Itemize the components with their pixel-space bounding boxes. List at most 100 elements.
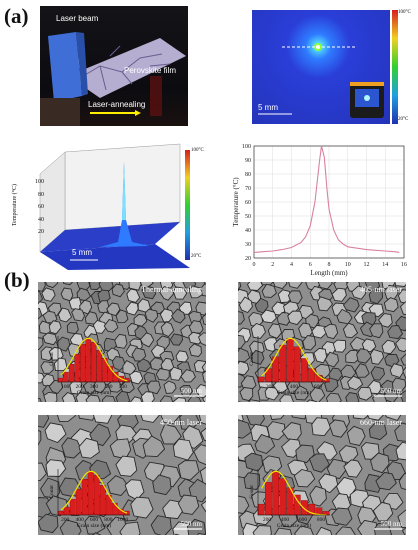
grain xyxy=(375,471,397,491)
grain xyxy=(354,363,370,378)
grain xyxy=(261,283,277,298)
histogram-x-label: Grain size (nm) xyxy=(77,522,112,529)
x-axis-label: Length (mm) xyxy=(310,269,348,277)
histogram-x-tick: 200 xyxy=(75,384,84,390)
histogram-bar xyxy=(68,363,75,383)
histogram-axes xyxy=(57,336,130,383)
grain xyxy=(37,513,59,534)
profile-chart-svg: 0 2 4 6 8 10 12 14 16 20 30 40 50 60 70 80 90 100 Length (… xyxy=(232,144,407,277)
grain xyxy=(318,473,339,494)
sem-panel-title: 405-nm laser xyxy=(360,285,402,294)
histogram-bar xyxy=(111,502,118,516)
histogram-bar xyxy=(80,344,86,383)
grain xyxy=(266,421,286,441)
histogram-bar xyxy=(57,510,64,516)
histogram-x-label: Grain size (nm) xyxy=(277,522,312,529)
thermal-map: 5 mm xyxy=(252,10,390,124)
grain xyxy=(119,380,135,394)
thermal-scale-label: 5 mm xyxy=(258,103,278,112)
histogram-bar xyxy=(91,342,97,383)
grain xyxy=(357,386,373,401)
thermal-map-overlay xyxy=(258,43,384,118)
surface-min-label: 20°C xyxy=(191,254,202,259)
laser-annealing-photo: Laser beam Perovskite film Laser-anneali… xyxy=(40,6,188,126)
grain xyxy=(40,361,54,374)
grain xyxy=(254,434,276,455)
grain xyxy=(78,437,100,459)
grain xyxy=(238,296,253,314)
histogram-bar xyxy=(301,358,308,383)
surface-3d-svg xyxy=(39,143,190,270)
y-tick-label: 90 xyxy=(245,158,251,164)
grain xyxy=(387,325,404,340)
grain xyxy=(44,422,67,444)
sem-panel-title: 660-nm laser xyxy=(360,418,402,427)
grain xyxy=(383,297,399,313)
grain xyxy=(163,380,177,394)
histogram-fit-curve xyxy=(60,470,128,514)
laser-beam-label: Laser beam xyxy=(56,14,99,23)
grain xyxy=(152,474,172,496)
laser-photo-illustration xyxy=(40,32,186,126)
grain xyxy=(369,323,384,339)
grain xyxy=(302,335,317,351)
histogram-x-label: Grain size (nm) xyxy=(277,389,312,396)
surface-scale-label: 5 mm xyxy=(72,248,92,257)
histogram-x-tick: 1000 xyxy=(117,517,128,523)
thermal-min-label: 20°C xyxy=(398,117,409,122)
grain xyxy=(309,485,327,507)
grain xyxy=(175,350,189,363)
y-tick-label: 40 xyxy=(245,228,251,234)
histogram-bar xyxy=(63,371,69,383)
grain xyxy=(267,323,282,339)
y-axis-label: Temperature (°C) xyxy=(232,177,240,227)
grain xyxy=(287,310,303,326)
grain xyxy=(114,333,128,349)
y-tick-label: 70 xyxy=(245,186,251,192)
grain xyxy=(308,453,330,473)
grain xyxy=(144,308,159,323)
grain xyxy=(381,339,397,355)
grain xyxy=(323,323,339,340)
grain xyxy=(136,358,152,373)
x-tick-label: 2 xyxy=(271,262,274,268)
histogram-x-tick: 400 xyxy=(75,517,84,523)
scale-bar-label: 500 nm xyxy=(181,387,203,395)
histogram-bar xyxy=(99,485,106,516)
grain xyxy=(250,349,265,365)
plot-frame xyxy=(253,145,405,259)
perovskite-film-label: Perovskite film xyxy=(124,66,177,75)
histogram-y-label: Count xyxy=(49,352,55,366)
series-line-temperature xyxy=(253,145,400,253)
grain xyxy=(92,319,107,334)
laser-annealing-label: Laser-annealing xyxy=(88,100,146,109)
grain xyxy=(188,285,204,299)
histogram-bar xyxy=(63,506,70,516)
thermal-max-label: 100°C xyxy=(398,10,411,15)
histogram-bar xyxy=(257,376,265,383)
grain xyxy=(326,458,348,479)
histogram-x-tick: 400 xyxy=(104,384,113,390)
scale-bar-label: 500 nm xyxy=(181,520,203,528)
grain xyxy=(172,438,194,461)
sem-image: 200 400 600 800 Grain size (nm) Count 660-nm l… xyxy=(223,400,418,550)
histogram-x-tick: 600 xyxy=(90,517,99,523)
histogram-x-tick: 200 xyxy=(61,517,69,523)
panel-a-label: (a) xyxy=(4,4,29,28)
grain xyxy=(41,287,56,302)
grain xyxy=(250,322,267,339)
grain xyxy=(89,459,112,480)
histogram-bar xyxy=(69,498,76,516)
grain xyxy=(260,309,277,324)
histogram-bar xyxy=(93,475,100,516)
grain xyxy=(293,385,309,401)
scale-bar-label: 500 nm xyxy=(381,387,403,395)
histogram-bar xyxy=(81,479,88,516)
thermal-colorbar xyxy=(392,10,398,124)
grain xyxy=(155,367,170,381)
sem-panel-title: 450-nm laser xyxy=(160,418,202,427)
histogram-fit-curve xyxy=(261,337,327,381)
sem-panel-405nm: 200 400 600 Grain size (nm) Count 405-nm lase… xyxy=(226,270,418,421)
surface-ylabel: Temperature (°C) xyxy=(12,183,18,227)
